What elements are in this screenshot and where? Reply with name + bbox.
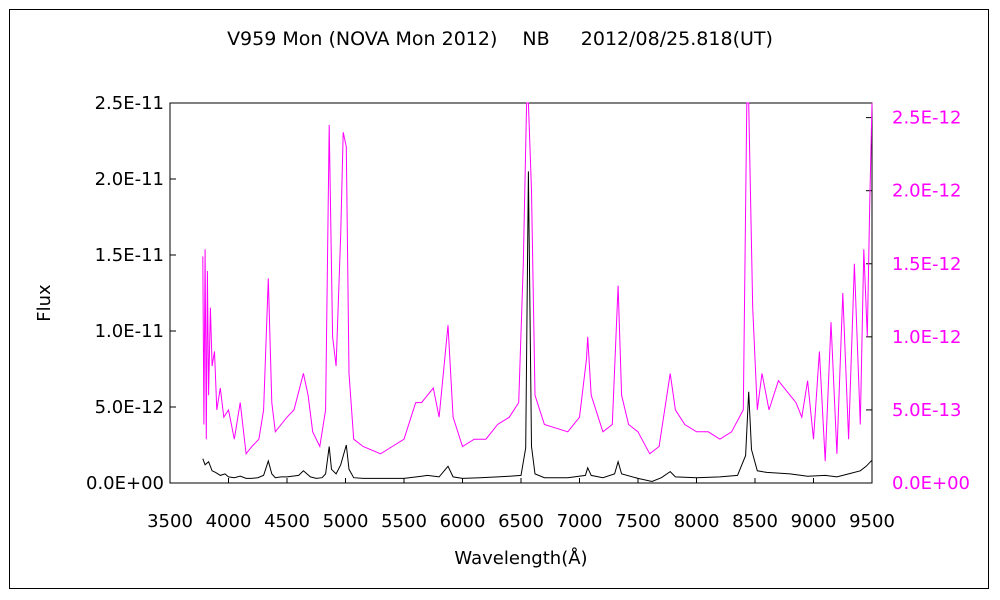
right-tick-label: 2.5E-12: [892, 108, 961, 129]
x-tick-label: 9500: [849, 511, 895, 532]
right-tick-label: 1.0E-12: [892, 327, 961, 348]
black-spectrum-line: [202, 171, 873, 483]
right-axis-ticks: 0.0E+00 5.0E-13 1.0E-12 1.5E-12 2.0E-12 2.5E-…: [866, 108, 970, 494]
x-tick-label: 6500: [498, 511, 544, 532]
right-tick-label: 1.5E-12: [892, 254, 961, 275]
x-tick-label: 5500: [381, 511, 427, 532]
x-tick-label: 8000: [674, 511, 720, 532]
x-tick-label: 9000: [791, 511, 837, 532]
y-axis-label: Flux: [34, 284, 55, 322]
x-tick-label: 3500: [147, 511, 193, 532]
x-tick-label: 5000: [323, 511, 369, 532]
x-tick-label: 7500: [615, 511, 661, 532]
right-tick-label: 5.0E-13: [892, 400, 961, 421]
left-axis-ticks: 0.0E+00 5.0E-12 1.0E-11 1.5E-11 2.0E-11 2.5E-…: [86, 93, 176, 494]
left-tick-label: 1.5E-11: [95, 245, 164, 266]
series-layer: [202, 102, 873, 483]
x-tick-label: 7000: [557, 511, 603, 532]
magenta-spectrum-line: [202, 102, 873, 462]
plot-area: [169, 102, 873, 484]
left-tick-label: 2.5E-11: [95, 93, 164, 114]
chart-frame: [9, 9, 989, 589]
right-tick-label: 0.0E+00: [892, 473, 970, 494]
x-axis-label: Wavelength(Å): [454, 547, 587, 569]
x-axis-ticks: 3500 4000 4500 5000 5500 6000 6500 7000 7500 8000…: [147, 478, 895, 532]
left-tick-label: 0.0E+00: [86, 473, 164, 494]
chart-title: V959 Mon (NOVA Mon 2012) NB 2012/08/25.8…: [227, 28, 773, 50]
x-tick-label: 4500: [264, 511, 310, 532]
x-tick-label: 8500: [732, 511, 778, 532]
left-tick-label: 2.0E-11: [95, 169, 164, 190]
x-tick-label: 6000: [440, 511, 486, 532]
left-tick-label: 5.0E-12: [95, 397, 164, 418]
left-tick-label: 1.0E-11: [95, 321, 164, 342]
right-tick-label: 2.0E-12: [892, 181, 961, 202]
x-tick-label: 4000: [206, 511, 252, 532]
